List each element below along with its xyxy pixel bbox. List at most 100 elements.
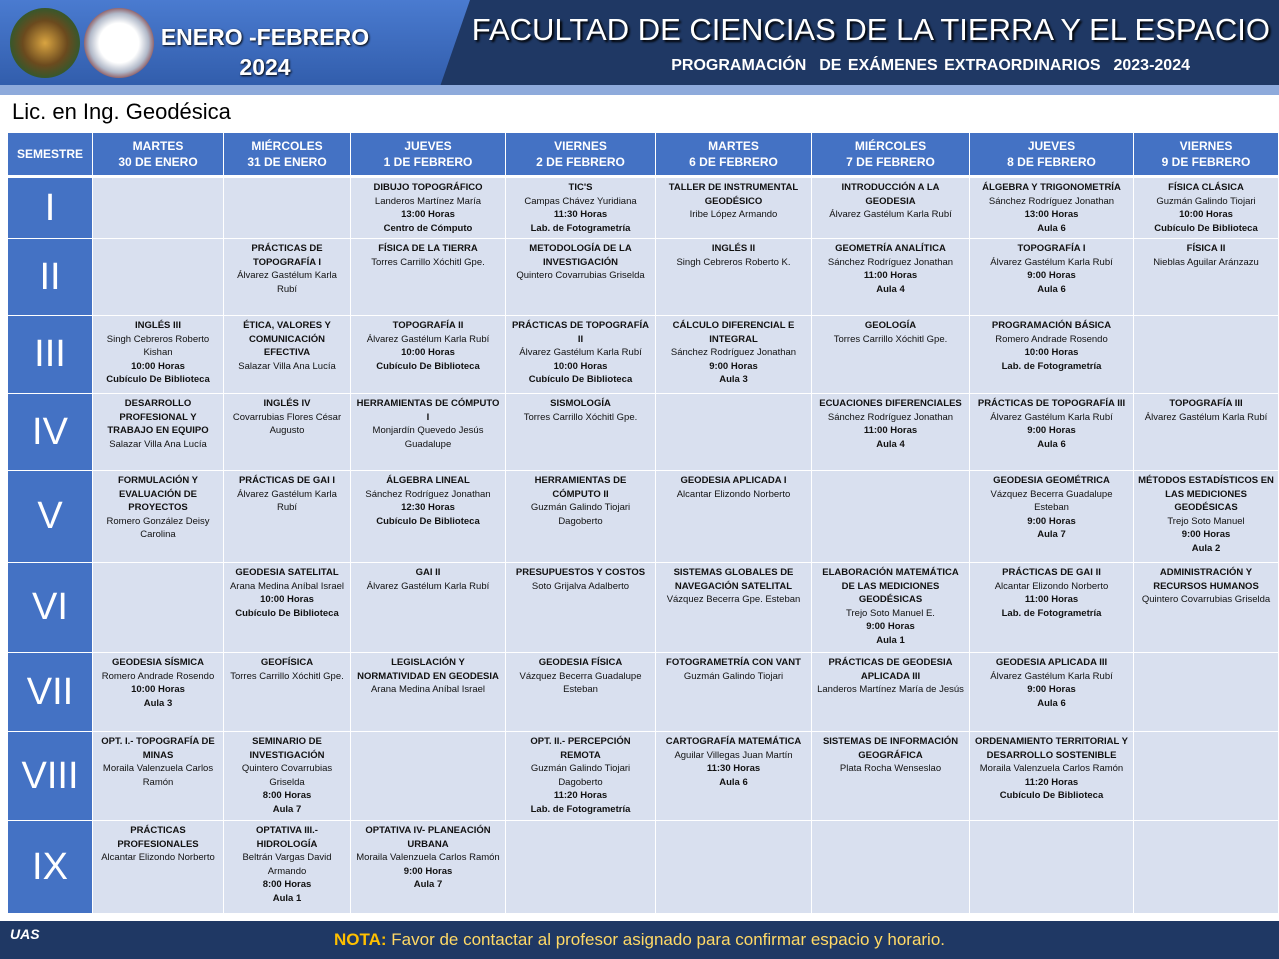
semester-row: VIII OPT. I.- TOPOGRAFÍA DE MINAS Moraila … bbox=[8, 732, 1278, 820]
exam-room: Aula 6 bbox=[1037, 438, 1066, 450]
exam-room: Aula 4 bbox=[876, 438, 905, 450]
exam-course: GEODESIA APLICADA III bbox=[995, 657, 1108, 668]
period-year: 2024 bbox=[239, 54, 291, 80]
exam-teacher: Moraila Valenzuela Carlos Ramón bbox=[102, 763, 214, 788]
exam-course: SISTEMAS GLOBALES DE NAVEGACIÓN SATELITA… bbox=[673, 567, 794, 592]
exam-cell: GEOFÍSICA Torres Carrillo Xóchitl Gpe. bbox=[224, 653, 350, 731]
exam-teacher: Quintero Covarrubias Griselda bbox=[516, 270, 645, 281]
title: FACULTAD DE CIENCIAS DE LA TIERRA Y EL E… bbox=[471, 12, 1270, 47]
exam-teacher: Beltrán Vargas David Armando bbox=[242, 852, 332, 877]
exam-room: Aula 6 bbox=[719, 776, 748, 788]
exam-cell: INGLÉS III Singh Cebreros Roberto Kishan 1… bbox=[93, 316, 223, 393]
exam-cell: TALLER DE INSTRUMENTAL GEODÉSICO Iribe Ló… bbox=[656, 176, 811, 238]
exam-time: 9:00 Horas bbox=[1027, 270, 1076, 281]
exam-course: FÍSICA II bbox=[1186, 243, 1226, 254]
exam-time: 11:20 Horas bbox=[553, 790, 608, 801]
exam-course: PRÁCTICAS DE TOPOGRAFÍA II bbox=[511, 320, 650, 345]
exam-course: TOPOGRAFÍA II bbox=[392, 320, 464, 331]
exam-teacher: Torres Carrillo Xóchitl Gpe. bbox=[833, 333, 948, 345]
exam-teacher: Soto Grijalva Adalberto bbox=[531, 580, 630, 592]
exam-teacher: Álvarez Gastélum Karla Rubí bbox=[366, 580, 490, 592]
day-header: JUEVES 1 DE FEBRERO bbox=[351, 133, 505, 175]
exam-cell bbox=[812, 471, 969, 562]
exam-teacher: Sánchez Rodríguez Jonathan bbox=[365, 488, 491, 500]
exam-teacher: Sánchez Rodríguez Jonathan bbox=[670, 347, 797, 358]
exam-cell: GEODESIA APLICADA I Alcantar Elizondo Nor… bbox=[656, 471, 811, 562]
day-date: 30 DE ENERO bbox=[118, 155, 198, 169]
exam-teacher: Monjardín Quevedo Jesús Guadalupe bbox=[372, 425, 484, 450]
footer-logo: UAS bbox=[10, 926, 40, 942]
exam-room: Aula 1 bbox=[876, 634, 905, 646]
exam-course: ECUACIONES DIFERENCIALES bbox=[819, 398, 962, 409]
exam-cell: HERRAMIENTAS DE CÓMPUTO I Monjardín Queve… bbox=[351, 394, 505, 470]
exam-course: ÉTICA, VALORES Y COMUNICACIÓN EFECTIVA bbox=[243, 320, 331, 358]
exam-cell bbox=[506, 821, 655, 913]
exam-cell: DIBUJO TOPOGRÁFICO Landeros Martínez Marí… bbox=[351, 176, 505, 238]
exam-course: METODOLOGÍA DE LA INVESTIGACIÓN bbox=[529, 243, 632, 268]
exam-cell: GEOLOGÍA Torres Carrillo Xóchitl Gpe. bbox=[812, 316, 969, 393]
exam-cell: ÁLGEBRA LINEAL Sánchez Rodríguez Jonathan… bbox=[351, 471, 505, 562]
exam-teacher: Torres Carrillo Xóchitl Gpe. bbox=[523, 411, 638, 423]
exam-cell bbox=[1134, 653, 1278, 731]
semester-label: I bbox=[8, 176, 92, 238]
semester-label: III bbox=[8, 316, 92, 393]
exam-teacher: Alcantar Elizondo Norberto bbox=[101, 852, 215, 863]
exam-course: SEMINARIO DE INVESTIGACIÓN bbox=[249, 736, 325, 761]
day-header: MARTES 30 DE ENERO bbox=[93, 133, 223, 175]
exam-cell bbox=[970, 821, 1133, 913]
exam-course: OPTATIVA III.- HIDROLOGÍA bbox=[256, 825, 318, 850]
exam-cell: DESARROLLO PROFESIONAL Y TRABAJO EN EQUI… bbox=[93, 394, 223, 470]
exam-teacher: Trejo Soto Manuel bbox=[1167, 515, 1245, 527]
semester-label: II bbox=[8, 239, 92, 315]
exam-teacher: Covarrubias Flores César Augusto bbox=[232, 411, 342, 437]
exam-time: 12:30 Horas bbox=[401, 502, 455, 513]
exam-teacher: Singh Cebreros Roberto K. bbox=[676, 256, 791, 268]
semester-label: IV bbox=[8, 394, 92, 470]
exam-teacher: Romero González Deisy Carolina bbox=[106, 515, 210, 541]
exam-cell: ORDENAMIENTO TERRITORIAL Y DESARROLLO SO… bbox=[970, 732, 1133, 820]
exam-cell: GEODESIA SATELITAL Arana Medina Aníbal Is… bbox=[224, 563, 350, 652]
exam-cell bbox=[224, 176, 350, 238]
exam-teacher: Arana Medina Aníbal Israel bbox=[229, 580, 345, 592]
exam-cell: FÍSICA DE LA TIERRA Torres Carrillo Xóchi… bbox=[351, 239, 505, 315]
exam-time: 10:00 Horas bbox=[401, 347, 455, 358]
exam-course: TOPOGRAFÍA III bbox=[1169, 398, 1243, 409]
exam-cell: TOPOGRAFÍA II Álvarez Gastélum Karla Rubí… bbox=[351, 316, 505, 393]
exam-course: DESARROLLO PROFESIONAL Y TRABAJO EN EQUI… bbox=[107, 398, 209, 436]
exam-teacher: Romero Andrade Rosendo bbox=[995, 333, 1108, 345]
exam-course: GEODESIA FÍSICA bbox=[538, 657, 623, 668]
exam-course: PRÁCTICAS DE GAI I bbox=[238, 475, 336, 486]
exam-teacher: Álvarez Gastélum Karla Rubí bbox=[829, 209, 952, 220]
exam-teacher: Torres Carrillo Xóchitl Gpe. bbox=[371, 256, 485, 268]
exam-teacher: Guzmán Galindo Tiojari Dagoberto bbox=[530, 502, 631, 527]
exam-time: 8:00 Horas bbox=[262, 790, 312, 801]
exam-time: 10:00 Horas bbox=[1024, 347, 1079, 358]
exam-cell: FÍSICA II Nieblas Aguilar Aránzazu bbox=[1134, 239, 1278, 315]
day-header: VIERNES 9 DE FEBRERO bbox=[1134, 133, 1278, 175]
exam-course: CÁLCULO DIFERENCIAL E INTEGRAL bbox=[672, 320, 795, 345]
day-date: 9 DE FEBRERO bbox=[1161, 155, 1251, 169]
day-header: MIÉRCOLES 31 DE ENERO bbox=[224, 133, 350, 175]
exam-teacher: Quintero Covarrubias Griselda bbox=[241, 763, 333, 788]
exam-table: SEMESTRE MARTES 30 DE ENERO MIÉRCOLES 31 DE … bbox=[7, 132, 1279, 914]
exam-teacher: Iribe López Armando bbox=[689, 209, 778, 220]
exam-time: 9:00 Horas bbox=[1181, 529, 1231, 540]
exam-course: PRÁCTICAS PROFESIONALES bbox=[117, 825, 199, 850]
exam-room: Centro de Cómputo bbox=[383, 222, 473, 234]
exam-course: GEODESIA SÍSMICA bbox=[111, 657, 205, 668]
footer-bar bbox=[0, 921, 1279, 959]
exam-teacher: Vázquez Becerra Gpe. Esteban bbox=[666, 594, 801, 605]
day-header: MIÉRCOLES 7 DE FEBRERO bbox=[812, 133, 969, 175]
exam-room: Aula 3 bbox=[143, 697, 173, 709]
exam-course: TIC'S bbox=[568, 182, 593, 193]
exam-course: PRÁCTICAS DE GEODESIA APLICADA III bbox=[828, 657, 953, 682]
day-date: 7 DE FEBRERO bbox=[846, 155, 935, 169]
exam-teacher: Aguilar Villegas Juan Martín bbox=[674, 749, 793, 761]
note-text: Favor de contactar al profesor asignado … bbox=[391, 930, 946, 949]
exam-course: SISMOLOGÍA bbox=[550, 398, 611, 409]
exam-course: GAI II bbox=[415, 567, 441, 578]
exam-cell: OPT. I.- TOPOGRAFÍA DE MINAS Moraila Vale… bbox=[93, 732, 223, 820]
day-header: VIERNES 2 DE FEBRERO bbox=[506, 133, 655, 175]
exam-cell: PRÁCTICAS DE GEODESIA APLICADA III Lander… bbox=[812, 653, 969, 731]
